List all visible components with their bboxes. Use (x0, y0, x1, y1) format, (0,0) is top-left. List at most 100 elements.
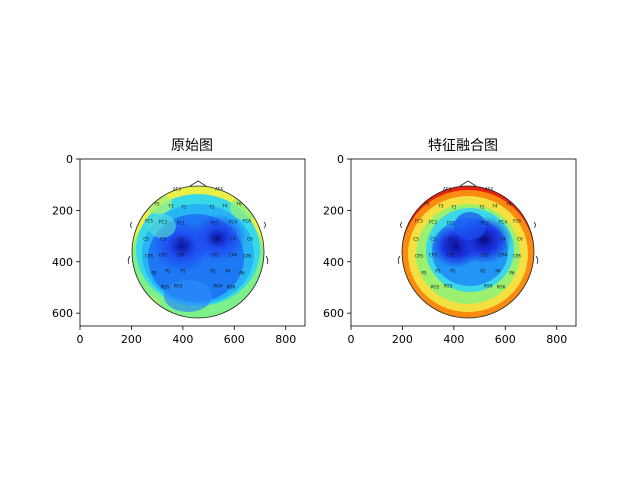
electrode-label: PO4 (484, 284, 493, 289)
y-tick-label: 600 (52, 307, 73, 320)
x-tick-label: 600 (224, 333, 245, 346)
electrode-label: PO4 (214, 284, 223, 289)
electrode-label: FC6 (243, 219, 251, 224)
x-tick-label: 800 (546, 333, 567, 346)
panel-original: 原始图 (52, 138, 306, 346)
x-tick-label: 0 (348, 333, 355, 346)
electrode-label: F3 (438, 204, 443, 209)
electrode-label: PO6 (497, 285, 506, 290)
electrode-label: FC3 (429, 220, 437, 225)
electrode-label: C5 (143, 237, 149, 242)
electrode-label: F4 (222, 204, 227, 209)
electrode-label: P5 (151, 271, 157, 276)
electrode-label: FC5 (415, 219, 423, 224)
electrode-label: F6 (506, 202, 511, 207)
electrode-labels-fusion: AF3 AF4 F5 F3 F1 F2 F4 F6 FC5 FC3 FC1 FC2 FC4 FC6 C5 C3… (413, 187, 523, 290)
electrode-label: P5 (421, 271, 427, 276)
electrode-label: F6 (236, 202, 241, 207)
electrode-label: CP4 (229, 253, 237, 258)
y-tick-label: 400 (323, 256, 344, 269)
electrode-label: FC4 (229, 220, 237, 225)
electrode-label: AF3 (173, 187, 181, 192)
electrode-label: CP2 (211, 253, 219, 258)
electrode-label: C2 (482, 237, 488, 242)
electrode-label: CP3 (429, 253, 437, 258)
electrode-label: FC5 (145, 219, 153, 224)
x-tick-label: 600 (495, 333, 516, 346)
electrode-label: CP1 (447, 253, 455, 258)
electrode-label: P6 (239, 271, 245, 276)
electrode-label: AF4 (485, 187, 493, 192)
electrode-label: FC1 (447, 221, 455, 226)
electrode-label: C3 (160, 237, 166, 242)
y-tick-label: 0 (66, 153, 73, 166)
electrode-label: PO3 (444, 284, 453, 289)
electrode-label: C1 (448, 237, 454, 242)
y-axis: 0 200 400 600 (52, 153, 80, 320)
electrode-label: F2 (209, 205, 214, 210)
electrode-label: FC4 (499, 220, 507, 225)
y-tick-label: 0 (337, 153, 344, 166)
electrode-label: FC3 (159, 220, 167, 225)
electrode-label: P1 (180, 269, 186, 274)
electrode-label: C4 (500, 237, 506, 242)
electrode-label: AF4 (215, 187, 223, 192)
electrode-label: CP2 (481, 253, 489, 258)
y-axis: 0 200 400 600 (323, 153, 351, 320)
electrode-label: CP6 (513, 254, 521, 259)
electrode-label: AF3 (443, 187, 451, 192)
electrode-label: C1 (178, 237, 184, 242)
panel-fusion: 特征融合图 (323, 138, 577, 346)
electrode-label: F4 (492, 204, 497, 209)
electrode-label: C6 (247, 237, 253, 242)
x-axis: 0 200 400 600 800 (77, 326, 296, 346)
electrode-label: P6 (509, 271, 515, 276)
electrode-label: CP5 (415, 254, 423, 259)
topomap-fusion (397, 180, 539, 319)
electrode-label: CP5 (145, 254, 153, 259)
electrode-label: C5 (413, 237, 419, 242)
electrode-label: P4 (225, 269, 231, 274)
x-tick-label: 0 (77, 333, 84, 346)
plot-frame (350, 158, 577, 327)
electrode-label: CP4 (499, 253, 507, 258)
electrode-label: C4 (230, 237, 236, 242)
electrode-label: F1 (181, 205, 186, 210)
y-tick-label: 600 (323, 307, 344, 320)
electrode-label: F2 (479, 205, 484, 210)
electrode-label: PO3 (174, 284, 183, 289)
x-tick-label: 200 (121, 333, 142, 346)
x-axis: 0 200 400 600 800 (348, 326, 567, 346)
electrode-label: F3 (168, 204, 173, 209)
y-tick-label: 400 (52, 256, 73, 269)
electrode-label: PO6 (227, 285, 236, 290)
electrode-label: P4 (495, 269, 501, 274)
electrode-labels-original: AF3 AF4 F5 F3 F1 F2 F4 F6 FC5 FC3 FC1 FC2 FC4 FC6 C5 C3… (143, 187, 253, 290)
electrode-label: P2 (480, 269, 486, 274)
chart-title: 原始图 (171, 138, 213, 154)
x-tick-label: 400 (443, 333, 464, 346)
plot-frame (79, 158, 306, 327)
electrode-label: FC2 (211, 221, 219, 226)
electrode-label: CP6 (243, 254, 251, 259)
electrode-label: FC6 (513, 219, 521, 224)
electrode-label: FC1 (177, 221, 185, 226)
electrode-label: CP1 (177, 253, 185, 258)
electrode-label: FC2 (481, 221, 489, 226)
electrode-label: P1 (450, 269, 456, 274)
electrode-label: P3 (165, 269, 171, 274)
electrode-label: F5 (424, 202, 429, 207)
y-tick-label: 200 (323, 204, 344, 217)
chart-title: 特征融合图 (428, 138, 498, 154)
electrode-label: PO5 (431, 285, 440, 290)
electrode-label: P3 (435, 269, 441, 274)
x-tick-label: 400 (172, 333, 193, 346)
x-tick-label: 200 (392, 333, 413, 346)
electrode-label: C6 (517, 237, 523, 242)
electrode-label: PO5 (161, 285, 170, 290)
y-tick-label: 200 (52, 204, 73, 217)
electrode-label: F5 (154, 202, 159, 207)
electrode-label: C2 (212, 237, 218, 242)
x-tick-label: 800 (275, 333, 296, 346)
